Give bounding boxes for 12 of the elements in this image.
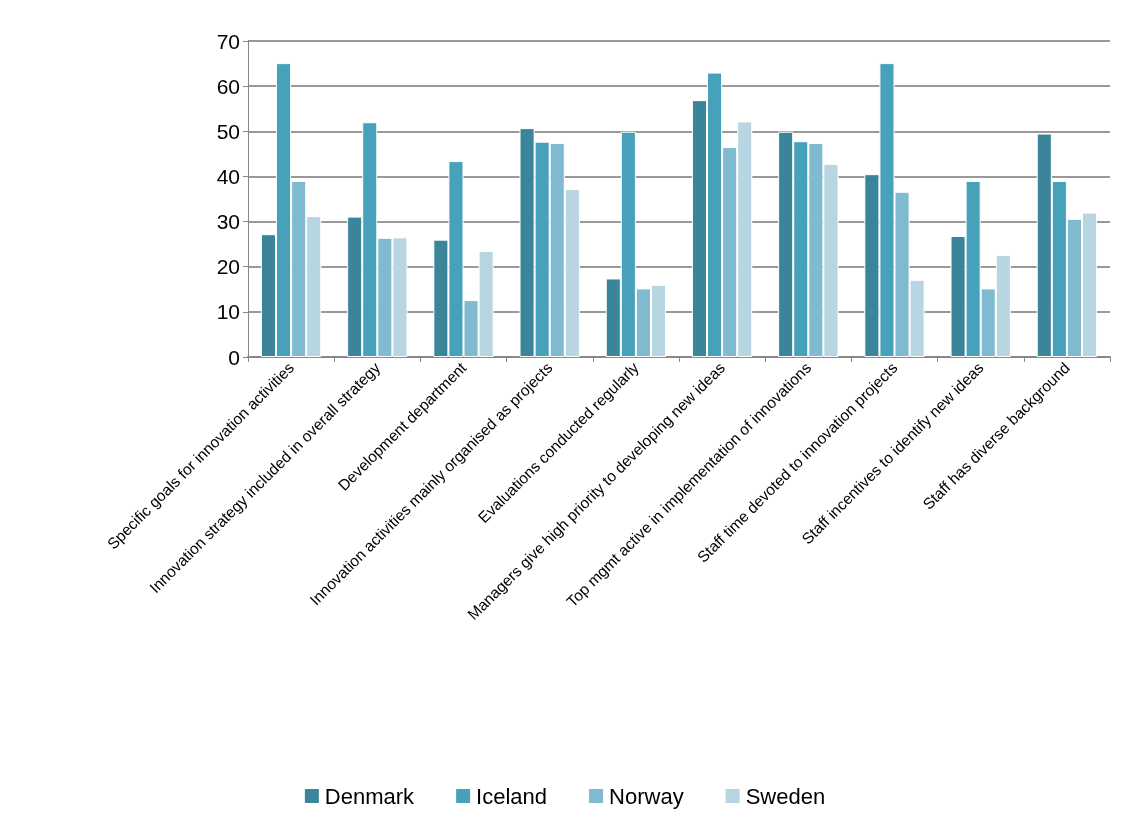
legend-label: Sweden xyxy=(745,783,826,809)
legend-label: Iceland xyxy=(476,783,548,809)
y-tick-label: 20 xyxy=(216,255,240,279)
y-tick-label: 50 xyxy=(216,119,240,143)
legend-label: Denmark xyxy=(324,783,416,809)
y-tick-label: 60 xyxy=(216,74,240,98)
legend-label: Norway xyxy=(609,783,684,809)
y-tick-label: 10 xyxy=(216,300,240,324)
y-tick-label: 0 xyxy=(228,345,240,369)
y-tick-label: 40 xyxy=(216,164,240,188)
y-tick-label: 30 xyxy=(216,210,240,234)
y-tick-label: 70 xyxy=(216,29,240,53)
